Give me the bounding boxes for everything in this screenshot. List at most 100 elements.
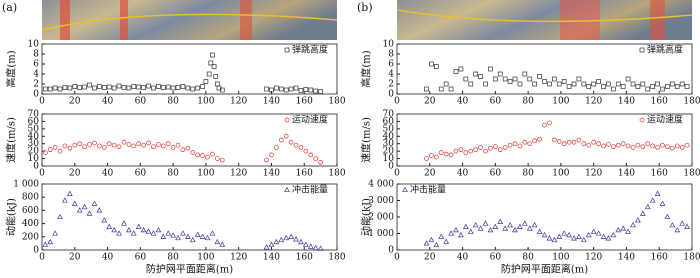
x-tick-label: 0 [39, 169, 45, 179]
x-tick-label: 40 [102, 169, 114, 179]
data-point [566, 231, 572, 238]
data-point [121, 85, 127, 90]
data-point [669, 145, 675, 151]
x-tick-label: 180 [328, 97, 345, 107]
data-point [433, 241, 440, 248]
data-point [62, 197, 68, 203]
x-tick-label: 120 [585, 97, 602, 107]
y-tick-label: 20 [28, 147, 40, 157]
data-point [87, 142, 92, 147]
y-tick-label: 60 [383, 117, 395, 127]
data-point [116, 230, 122, 236]
data-point [264, 86, 269, 92]
y-tick-label: 8 [388, 50, 394, 60]
data-point [146, 140, 151, 146]
data-point [206, 71, 212, 77]
data-point [42, 241, 49, 247]
data-point [126, 142, 132, 147]
data-point [308, 152, 314, 158]
legend-marker [639, 47, 645, 53]
data-point [556, 81, 562, 87]
legend-label: 运动速度 [647, 114, 683, 126]
data-point [521, 220, 528, 226]
data-point [92, 140, 97, 146]
data-point [443, 81, 449, 87]
data-point [293, 142, 299, 148]
x-tick-label: 60 [135, 169, 147, 179]
data-point [606, 142, 611, 147]
y-tick-label: 30 [28, 139, 40, 149]
data-point [669, 222, 676, 228]
x-tick-label: 80 [167, 169, 179, 179]
x-tick-label: 40 [102, 253, 114, 263]
data-point [467, 228, 474, 234]
x-tick-label: 20 [69, 169, 81, 179]
data-point [512, 141, 518, 147]
data-point [571, 81, 577, 87]
data-point [601, 143, 606, 149]
data-point [551, 76, 557, 82]
y-tick-label: 800 [22, 193, 39, 203]
data-point [664, 213, 671, 220]
data-point [630, 145, 636, 150]
data-point [194, 231, 201, 237]
y-tick-label: 4 [33, 70, 39, 80]
data-point [542, 122, 547, 128]
data-point [210, 151, 215, 157]
data-point [288, 86, 294, 92]
data-point [141, 142, 146, 148]
data-point [130, 230, 137, 236]
data-point [111, 226, 118, 233]
data-point [274, 85, 279, 91]
x-tick-label: 120 [585, 169, 602, 179]
x-tick-label: 100 [197, 97, 214, 107]
data-point [684, 223, 690, 229]
data-point [278, 236, 285, 243]
data-point [52, 230, 59, 236]
data-point [483, 148, 488, 154]
data-point [488, 66, 493, 72]
data-point [283, 234, 290, 241]
data-point [180, 230, 186, 236]
data-point [620, 225, 627, 231]
y-axis-label: 高度(m) [360, 50, 373, 87]
data-point [566, 139, 572, 145]
data-point [625, 143, 631, 149]
y-tick-label: 6 [388, 60, 394, 70]
data-point [160, 233, 167, 239]
x-tick-label: 100 [197, 253, 214, 263]
data-point [264, 157, 269, 163]
data-point [190, 86, 196, 92]
data-point [585, 231, 592, 238]
data-point [288, 233, 295, 239]
data-point [462, 223, 469, 229]
data-point [126, 85, 132, 91]
data-point [512, 76, 518, 82]
data-point [630, 81, 636, 87]
data-point [596, 79, 601, 84]
data-point [210, 52, 215, 58]
x-tick-label: 100 [552, 169, 569, 179]
data-point [478, 145, 483, 150]
x-tick-label: 40 [102, 97, 114, 107]
x-tick-label: 160 [651, 253, 668, 263]
y-tick-label: 0 [33, 90, 39, 100]
data-point [76, 207, 83, 213]
data-point [556, 139, 562, 144]
data-point [57, 213, 63, 220]
data-point [101, 217, 108, 223]
data-point [205, 154, 210, 160]
y-tick-label: 50 [383, 124, 395, 134]
data-point [606, 81, 611, 87]
data-point [502, 225, 509, 231]
data-point [106, 223, 113, 229]
panel-label: (b) [357, 1, 373, 14]
data-point [318, 159, 323, 165]
data-point [190, 150, 196, 155]
data-point [537, 136, 542, 142]
plot-frame [41, 183, 338, 251]
data-point [684, 84, 690, 89]
data-point [67, 145, 73, 151]
y-tick-label: 1 000 [13, 180, 39, 190]
data-point [674, 84, 680, 89]
